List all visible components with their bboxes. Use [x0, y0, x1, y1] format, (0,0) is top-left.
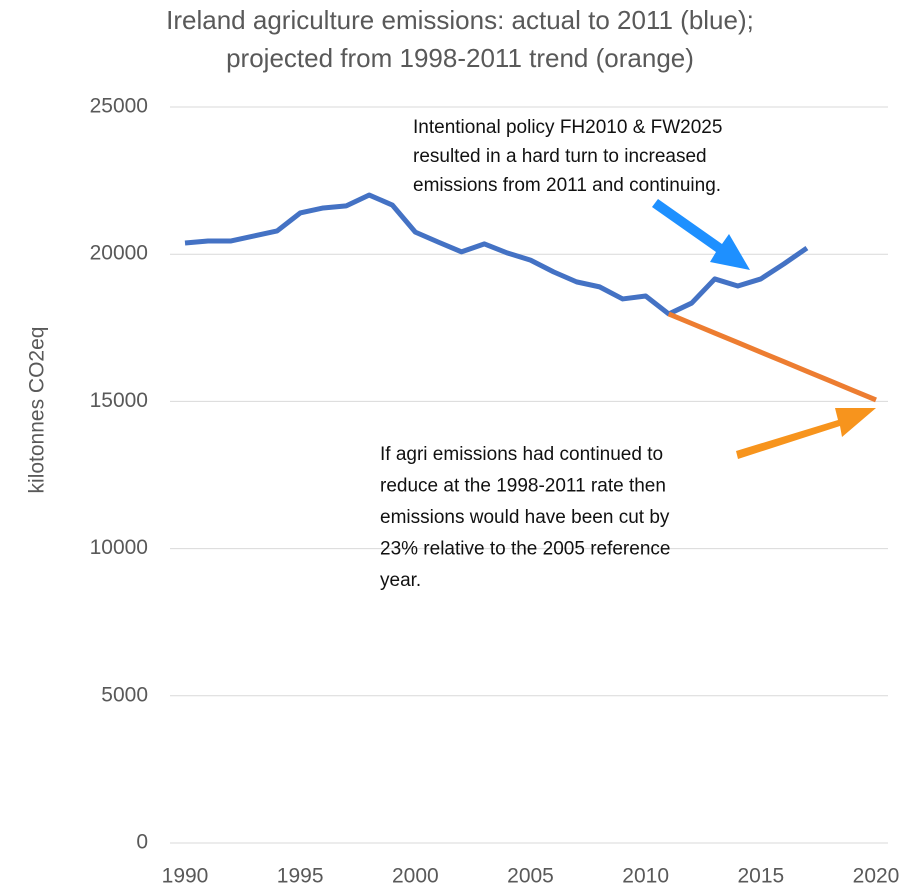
y-tick-label: 25000: [90, 95, 148, 118]
annotation: Intentional policy FH2010 & FW2025: [413, 117, 722, 138]
annotations: Intentional policy FH2010 & FW2025 result…: [380, 117, 722, 591]
x-tick-label: 2015: [737, 865, 784, 888]
x-tick-label: 2020: [853, 865, 900, 888]
y-tick-label: 5000: [101, 683, 148, 706]
annotation: 23% relative to the 2005 reference: [380, 539, 670, 560]
y-tick-label: 20000: [90, 242, 148, 265]
chart-title: projected from 1998-2011 trend (orange): [226, 43, 694, 73]
arrow: [652, 199, 750, 270]
annotation: resulted in a hard turn to increased: [413, 146, 707, 167]
annotation: year.: [380, 570, 421, 591]
chart-title: Ireland agriculture emissions: actual to…: [166, 5, 754, 35]
y-tick-label: 0: [136, 831, 148, 854]
grid: 0 5000 10000 15000 20000 25000 1990 1995 2000 200…: [90, 95, 900, 888]
y-axis-label: kilotonnes CO2eq: [26, 327, 49, 494]
y-tick-label: 10000: [90, 536, 148, 559]
x-tick-label: 2010: [622, 865, 669, 888]
arrow: [736, 408, 876, 459]
x-tick-label: 2005: [507, 865, 554, 888]
x-tick-label: 1995: [277, 865, 324, 888]
annotation: emissions would have been cut by: [380, 507, 670, 528]
series-line: [667, 311, 877, 403]
series-line: [184, 192, 809, 317]
y-tick-label: 15000: [90, 389, 148, 412]
annotation: reduce at the 1998-2011 rate then: [380, 476, 666, 497]
plot: [184, 192, 877, 403]
x-tick-label: 1990: [162, 865, 209, 888]
annotation: emissions from 2011 and continuing.: [413, 175, 721, 196]
x-tick-label: 2000: [392, 865, 439, 888]
annotation: If agri emissions had continued to: [380, 444, 663, 465]
